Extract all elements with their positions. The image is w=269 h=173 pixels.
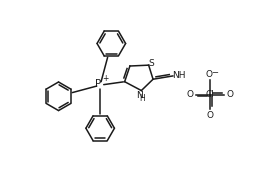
Text: O: O (227, 90, 234, 99)
Text: P: P (95, 79, 101, 89)
Text: O: O (205, 70, 212, 79)
Text: +: + (102, 74, 108, 83)
Text: −: − (211, 68, 218, 77)
Text: H: H (140, 94, 145, 103)
Text: N: N (136, 91, 143, 100)
Text: Cl: Cl (206, 90, 214, 99)
Text: O: O (186, 90, 193, 99)
Text: NH: NH (172, 71, 186, 80)
Text: O: O (207, 111, 214, 120)
Text: S: S (148, 59, 154, 68)
